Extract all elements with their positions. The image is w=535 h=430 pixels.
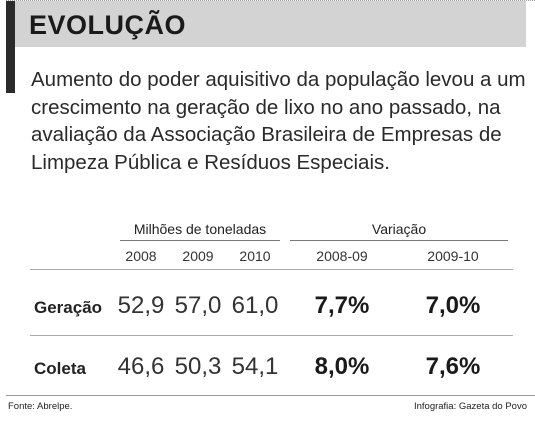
footer-credit: Infografia: Gazeta do Povo (413, 401, 527, 412)
column-header-2008-09: 2008-09 (316, 248, 368, 264)
column-header-2010: 2010 (239, 248, 271, 264)
title-band (15, 1, 526, 47)
group-header-variation: Variação (371, 221, 427, 237)
title-accent-bar (6, 1, 15, 93)
group-header-variation-underline (290, 240, 508, 241)
table-cell: 52,9 (117, 292, 165, 319)
group-header-tonnes: Milhões de toneladas (133, 221, 267, 237)
row-label-coleta: Coleta (34, 359, 86, 378)
description-text: Aumento do poder aquisitivo da população… (31, 68, 526, 174)
table-cell: 54,1 (231, 353, 279, 380)
column-header-2009-10: 2009-10 (427, 248, 479, 264)
table-cell: 61,0 (231, 292, 279, 319)
table-cell: 46,6 (117, 353, 165, 380)
table-cell: 50,3 (174, 353, 222, 380)
row-divider (30, 335, 513, 336)
row-label-geracao: Geração (34, 298, 103, 317)
header-row-divider (30, 269, 513, 270)
column-header-2008: 2008 (125, 248, 157, 264)
table-cell: 57,0 (174, 292, 222, 319)
footer-divider (6, 395, 535, 396)
footer-source: Fonte: Abrelpe. (8, 401, 73, 412)
top-divider (6, 0, 535, 1)
group-header-tonnes-underline (120, 240, 280, 241)
column-header-2009: 2009 (182, 248, 214, 264)
table-cell-variation: 7,0% (425, 292, 481, 319)
page-title: EVOLUÇÃO (29, 10, 187, 40)
table-cell-variation: 7,6% (425, 353, 481, 380)
table-cell-variation: 7,7% (314, 292, 370, 319)
table-cell-variation: 8,0% (314, 353, 370, 380)
